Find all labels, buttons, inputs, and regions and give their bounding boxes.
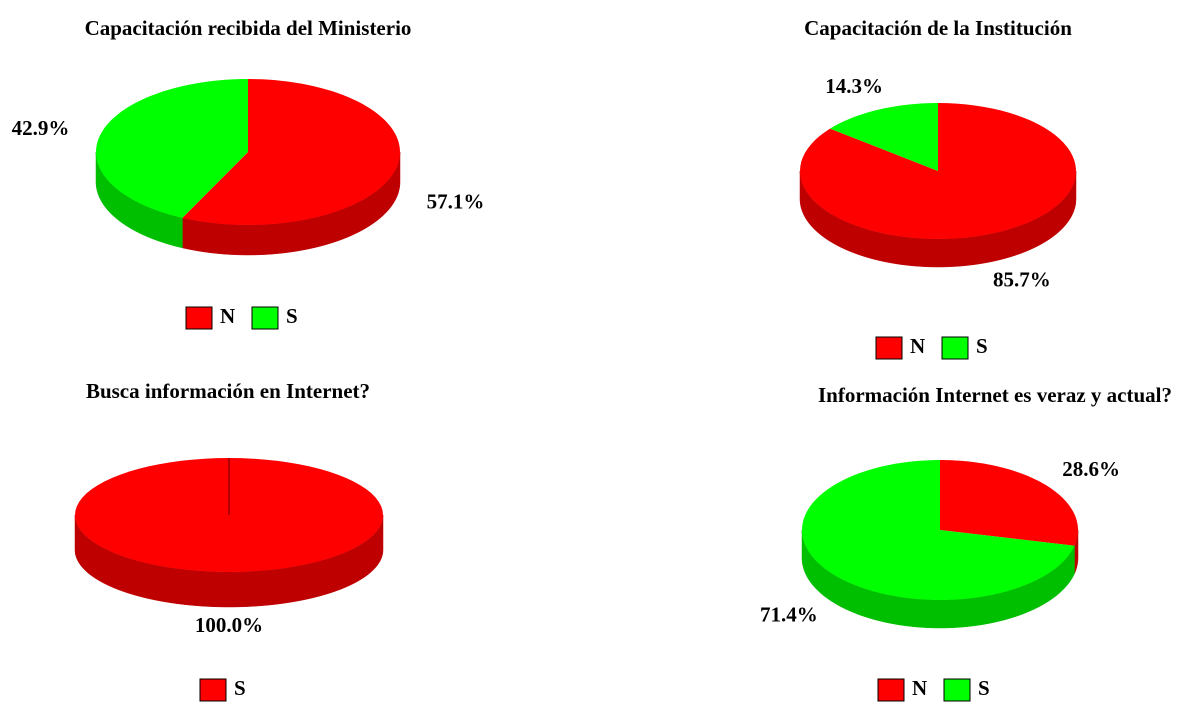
legend-swatch: [251, 306, 279, 330]
pie-slice: [802, 460, 1075, 600]
pie-slice: [830, 103, 938, 171]
value-label: 85.7%: [993, 268, 1051, 292]
legend-label: N: [912, 676, 927, 700]
value-label: 100.0%: [195, 613, 263, 637]
legend-label: S: [234, 676, 246, 700]
value-label: 42.9%: [12, 116, 70, 140]
chart-title: Capacitación de la Institución: [804, 16, 1072, 40]
chart-title: Información Internet es veraz y actual?: [818, 383, 1172, 407]
legend-swatch: [877, 678, 905, 702]
legend-label: N: [220, 304, 235, 328]
value-label: 71.4%: [760, 603, 818, 627]
legend-label: N: [910, 334, 925, 358]
legend-label: S: [976, 334, 988, 358]
legend-swatch: [185, 306, 213, 330]
legend-label: S: [978, 676, 990, 700]
legend-label: S: [286, 304, 298, 328]
value-label: 28.6%: [1062, 457, 1120, 481]
legend-swatch: [943, 678, 971, 702]
pie-slice: [800, 103, 1076, 239]
legend-swatch: [875, 336, 903, 360]
pie-slice: [96, 79, 249, 218]
pie-slice: [182, 79, 400, 225]
pie-slice: [940, 460, 1078, 546]
pie-side: [801, 529, 1075, 629]
chart-title: Busca información en Internet?: [86, 379, 370, 403]
value-label: 57.1%: [427, 190, 485, 214]
pie-side: [95, 151, 183, 249]
legend-swatch: [199, 678, 227, 702]
value-label: 14.3%: [825, 74, 883, 98]
pie-side: [74, 514, 384, 608]
chart-title: Capacitación recibida del Ministerio: [85, 16, 412, 40]
pie-side: [799, 170, 1077, 268]
legend-swatch: [941, 336, 969, 360]
